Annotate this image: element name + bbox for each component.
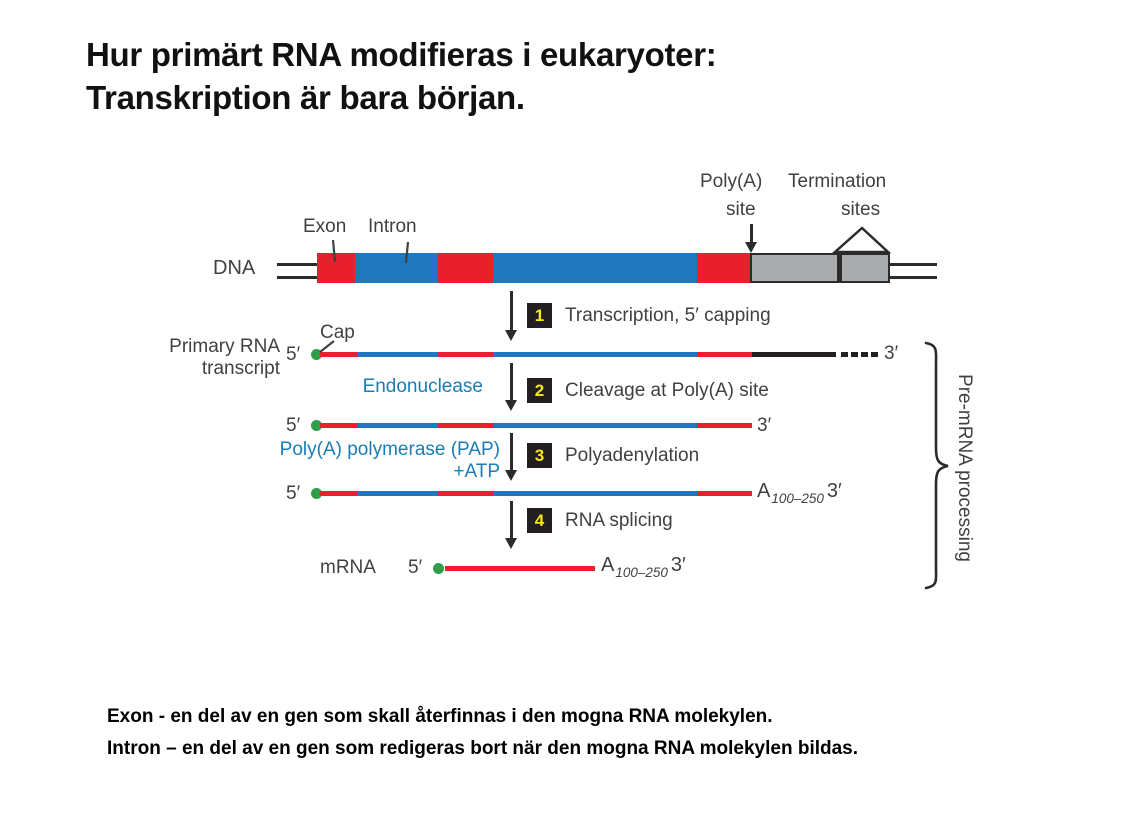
tail-segment: [841, 352, 848, 357]
exon-segment: [320, 423, 357, 428]
endonuclease-label: Endonuclease: [362, 376, 483, 397]
primary-five-prime-label: 5′: [286, 344, 301, 365]
five-prime-cap-icon: [311, 488, 322, 499]
step-3-label: Polyadenylation: [565, 445, 700, 466]
polyadenylated-five-prime-label: 5′: [286, 483, 301, 504]
mrna-a-letter: A: [601, 554, 615, 576]
pre-mrna-processing-brace-icon: [924, 341, 949, 590]
step-3-badge: 3: [527, 443, 552, 468]
intron-segment: [493, 352, 697, 357]
pap-label-line1: Poly(A) polymerase (PAP): [279, 439, 500, 460]
tail-segment: [752, 352, 836, 357]
intron-segment: [493, 491, 697, 496]
exon-segment: [697, 352, 752, 357]
dna-strand-line: [888, 276, 937, 279]
step-4-badge: 4: [527, 508, 552, 533]
slide-title-line2: Transkription är bara början.: [86, 79, 525, 116]
mrna-label: mRNA: [320, 557, 376, 578]
polyadenylated-three-prime-label: 3′: [826, 480, 842, 502]
exon-segment: [438, 253, 493, 283]
primary-three-prime-label: 3′: [884, 343, 899, 364]
dna-label: DNA: [213, 257, 256, 279]
intron-segment: [357, 423, 438, 428]
cleaved-five-prime-label: 5′: [286, 415, 301, 436]
slide-title-line1: Hur primärt RNA modifieras i eukaryoter:: [86, 36, 717, 73]
tail-segment: [861, 352, 868, 357]
polya-site-label-line2: site: [726, 199, 756, 220]
termination-sites-triangle-icon: [831, 226, 892, 254]
primary-rna-label-line2: transcript: [201, 358, 280, 379]
primary-rna-label-line1: Primary RNA: [169, 336, 280, 357]
step-2-badge: 2: [527, 378, 552, 403]
termination-divider: [837, 254, 842, 281]
exon-segment: [697, 491, 752, 496]
intron-segment: [357, 352, 438, 357]
exon-segment: [697, 423, 752, 428]
step-4-label: RNA splicing: [565, 510, 673, 531]
intron-segment: [355, 253, 438, 283]
pap-enzyme-label: Poly(A) polymerase (PAP) +ATP: [236, 439, 500, 483]
slide-title: Hur primärt RNA modifieras i eukaryoter:…: [86, 33, 717, 119]
downstream-gray-region: [750, 253, 890, 283]
exon-definition: Exon - en del av en gen som skall återfi…: [107, 706, 773, 727]
primary-rna-transcript-label: Primary RNA transcript: [130, 336, 280, 380]
footnotes: Exon - en del av en gen som skall återfi…: [107, 701, 858, 765]
exon-segment: [438, 352, 493, 357]
exon-segment: [445, 566, 595, 571]
step-1-down-arrow-icon: [505, 291, 517, 341]
intron-label: Intron: [368, 216, 417, 237]
intron-segment: [357, 491, 438, 496]
polya-site-arrow-icon: [745, 224, 757, 253]
dna-strand-line: [277, 276, 318, 279]
mrna-a-subscript: 100–250: [615, 565, 668, 580]
dna-strand-line: [277, 263, 318, 266]
polya-tail-label: A100–250 3′: [757, 480, 842, 506]
step-2-down-arrow-icon: [505, 363, 517, 411]
exon-segment: [438, 423, 493, 428]
mrna-three-prime-label: 3′: [670, 554, 686, 576]
intron-segment: [493, 253, 697, 283]
pre-mrna-processing-label: Pre-mRNA processing: [954, 374, 975, 562]
five-prime-cap-icon: [311, 349, 322, 360]
cleaved-three-prime-label: 3′: [757, 415, 772, 436]
exon-segment: [697, 253, 750, 283]
exon-segment: [317, 253, 355, 283]
pap-label-line2: +ATP: [453, 461, 500, 482]
five-prime-cap-icon: [311, 420, 322, 431]
termination-label-line1: Termination: [788, 171, 887, 192]
exon-segment: [320, 491, 357, 496]
exon-segment: [438, 491, 493, 496]
mrna-polya-tail-label: A100–250 3′: [601, 554, 686, 580]
exon-label: Exon: [303, 216, 347, 237]
intron-definition: Intron – en del av en gen som redigeras …: [107, 738, 859, 759]
polya-site-label-line1: Poly(A): [700, 171, 763, 192]
tail-segment: [851, 352, 858, 357]
polya-a-letter: A: [757, 480, 771, 502]
intron-segment: [493, 423, 697, 428]
polya-a-subscript: 100–250: [771, 491, 824, 506]
step-4-down-arrow-icon: [505, 501, 517, 549]
termination-label-line2: sites: [841, 199, 881, 220]
step-3-down-arrow-icon: [505, 433, 517, 481]
step-2-label: Cleavage at Poly(A) site: [565, 380, 769, 401]
mrna-five-prime-label: 5′: [408, 557, 423, 578]
step-1-label: Transcription, 5′ capping: [565, 305, 771, 326]
exon-segment: [320, 352, 357, 357]
tail-segment: [871, 352, 878, 357]
dna-strand-line: [888, 263, 937, 266]
step-1-badge: 1: [527, 303, 552, 328]
five-prime-cap-icon: [433, 563, 444, 574]
cap-label: Cap: [320, 322, 355, 343]
